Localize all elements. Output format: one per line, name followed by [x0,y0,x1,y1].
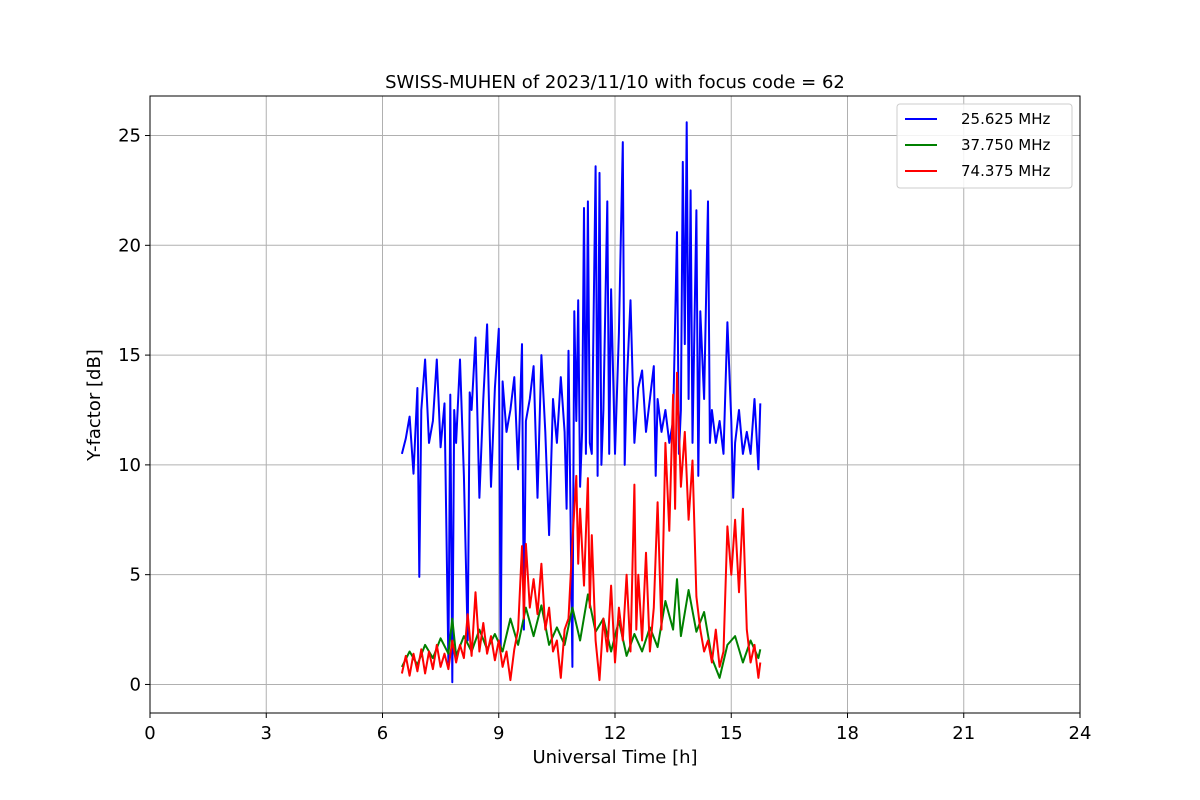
x-axis-label: Universal Time [h] [532,747,697,768]
axis-ticks: 0 3 6 9 12 15 18 21 24 0 5 10 15 20 25 [118,126,1091,744]
y-tick-label: 25 [118,126,141,147]
x-tick-label: 6 [377,723,388,744]
series-line-1 [400,121,762,684]
x-tick-label: 21 [952,723,975,744]
y-tick-label: 5 [130,565,141,586]
x-tick-label: 12 [604,723,627,744]
legend-box [896,103,1073,189]
x-tick-label: 15 [720,723,743,744]
x-tick-label: 0 [144,723,155,744]
x-tick-label: 18 [836,723,859,744]
x-tick-label: 24 [1069,723,1092,744]
series-line-3 [400,371,762,682]
y-tick-label: 10 [118,455,141,476]
x-tick-label: 9 [493,723,504,744]
legend-label-1: 25.625 MHz [961,110,1050,128]
series-lines [400,121,762,684]
y-tick-label: 20 [118,235,141,256]
legend-label-3: 74.375 MHz [961,162,1050,180]
legend-label-2: 37.750 MHz [961,136,1050,154]
legend: 25.625 MHz 37.750 MHz 74.375 MHz [896,103,1073,189]
y-tick-label: 15 [118,345,141,366]
y-axis-label: Y-factor [dB] [84,349,105,462]
y-tick-label: 0 [130,674,141,695]
chart-title: SWISS-MUHEN of 2023/11/10 with focus cod… [385,72,845,93]
x-tick-label: 3 [261,723,272,744]
